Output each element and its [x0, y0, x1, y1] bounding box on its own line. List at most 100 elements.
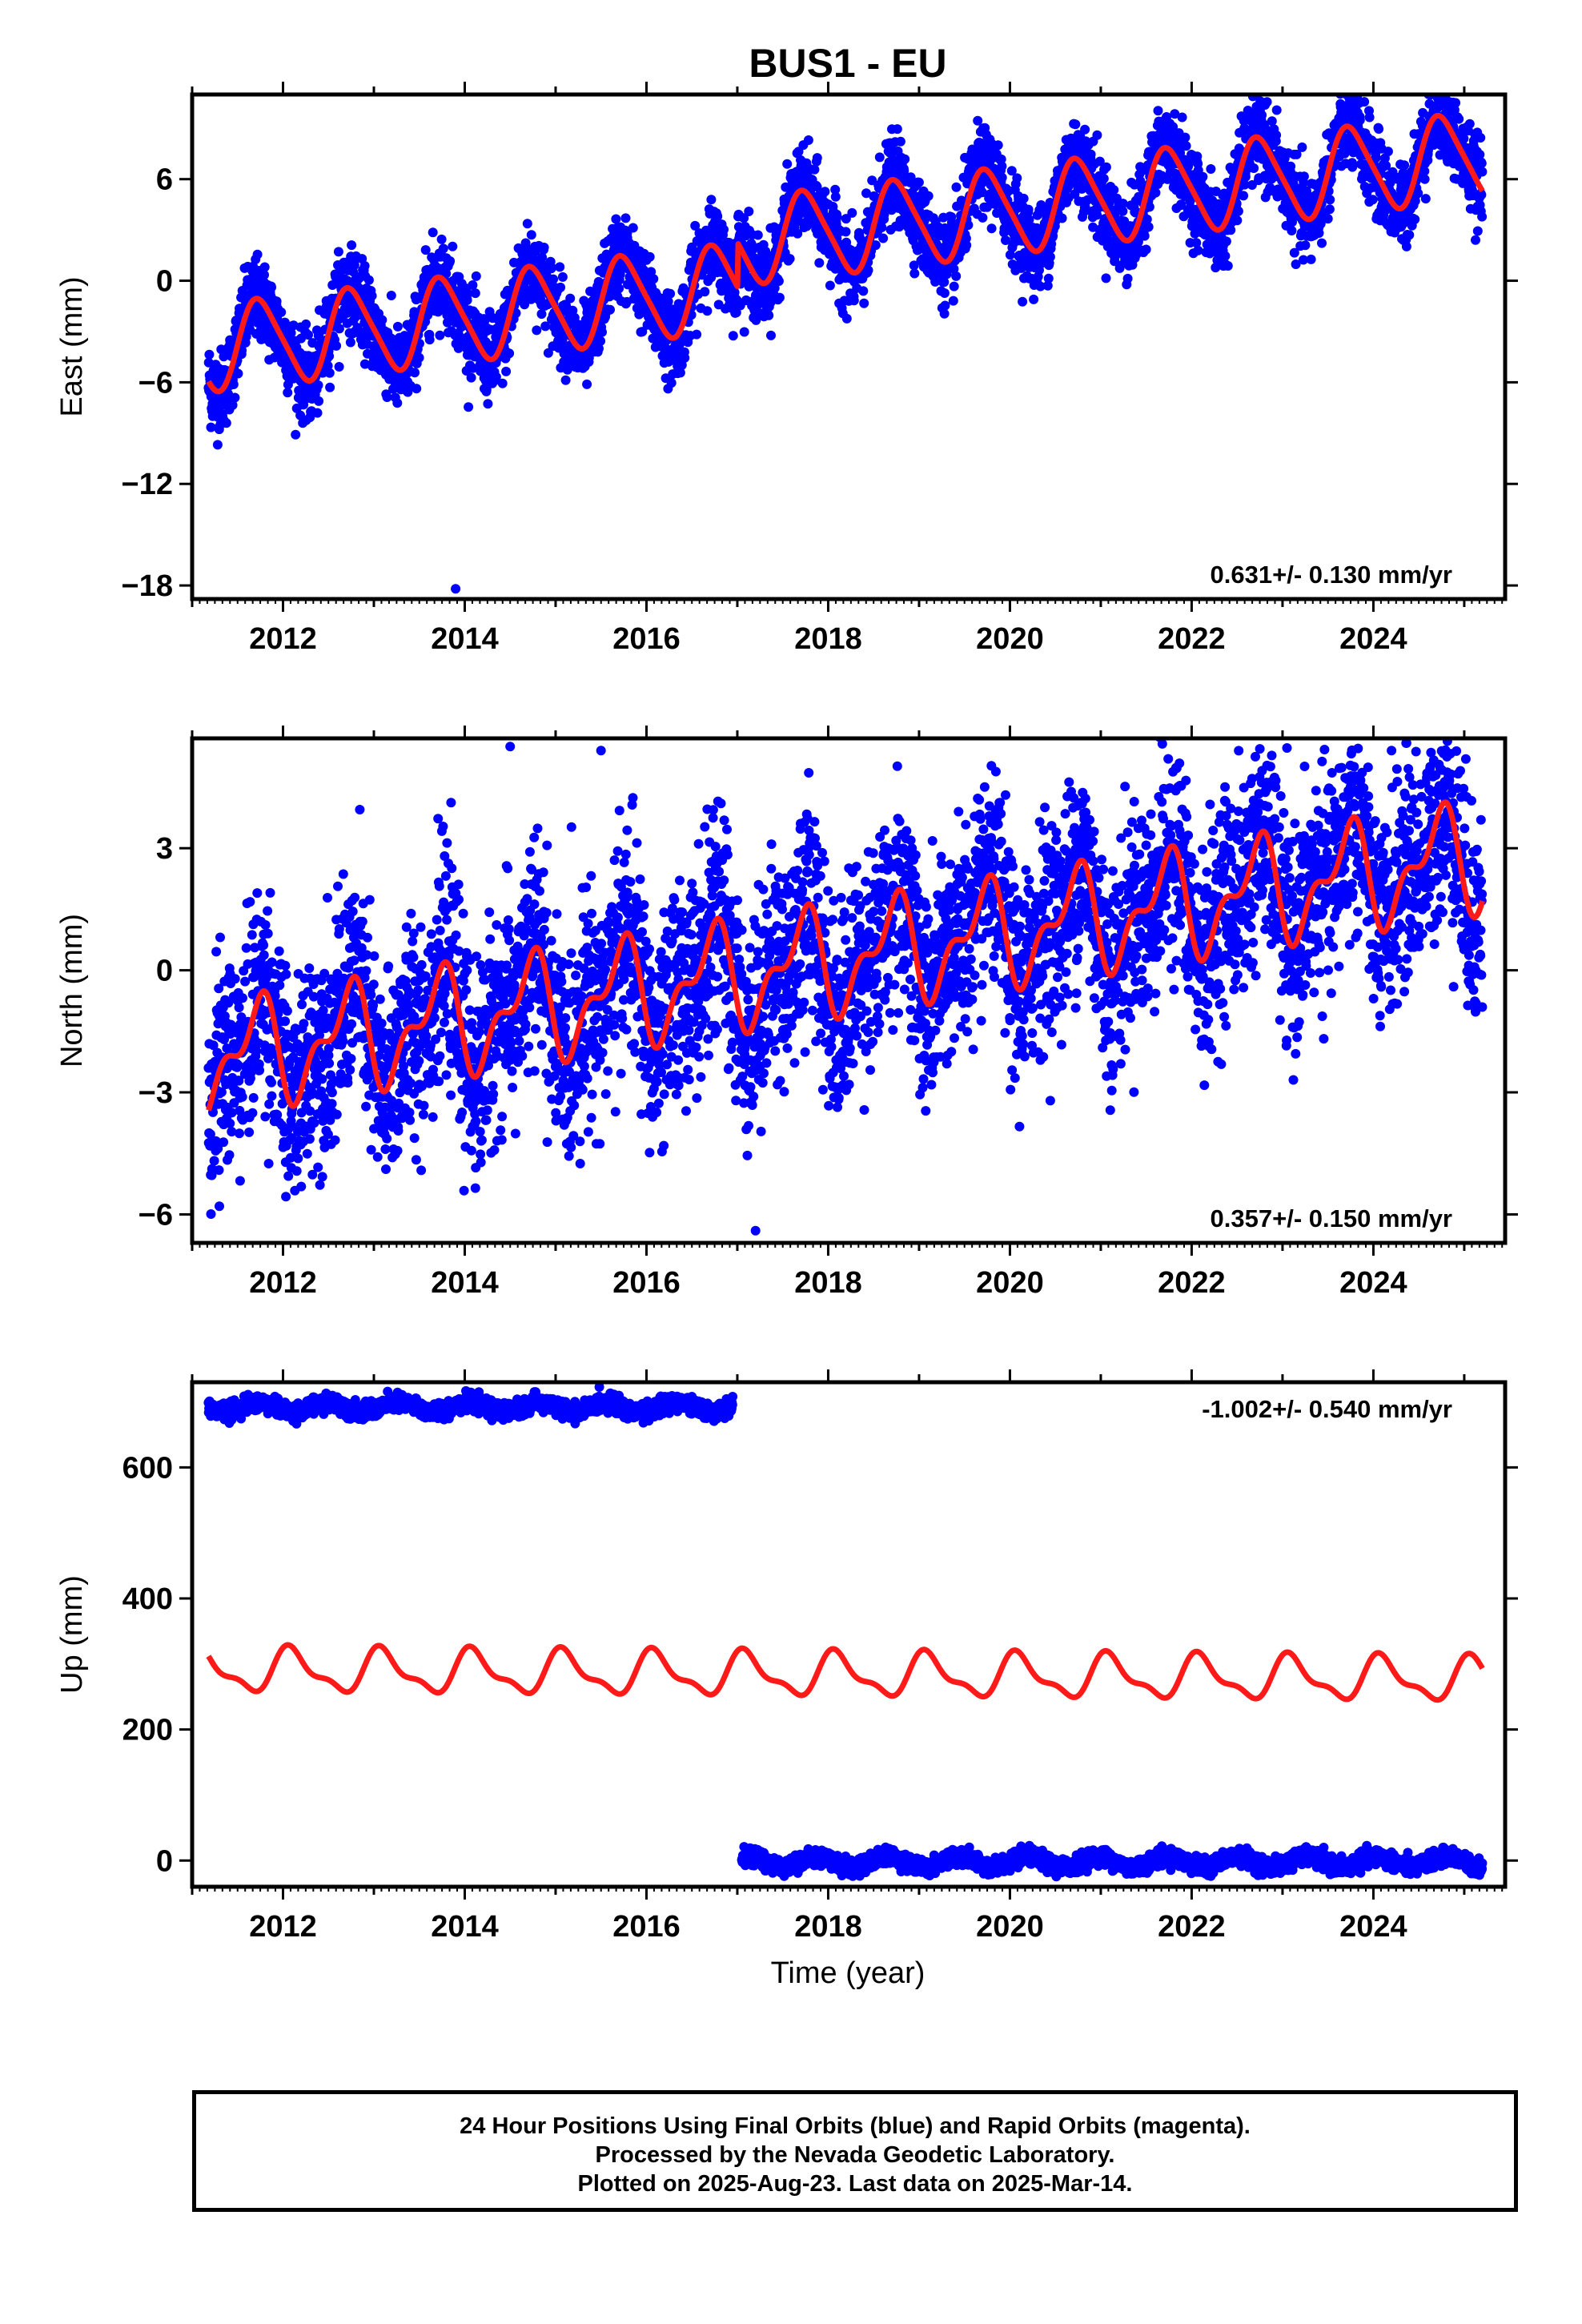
data-point	[1271, 130, 1282, 140]
data-point	[463, 288, 473, 299]
data-point	[1410, 214, 1420, 224]
data-point	[1324, 204, 1335, 215]
data-point	[1141, 244, 1151, 255]
data-point	[453, 343, 464, 353]
data-point	[221, 418, 231, 428]
data-point	[438, 243, 448, 254]
data-point	[793, 228, 803, 239]
data-point	[565, 293, 576, 304]
data-point	[325, 382, 335, 392]
data-point	[414, 352, 424, 363]
data-point	[233, 368, 243, 379]
data-point	[504, 348, 515, 359]
data-point	[1317, 238, 1327, 248]
data-point	[1101, 273, 1111, 283]
data-point	[913, 177, 924, 187]
data-point	[753, 230, 763, 240]
data-point	[1018, 296, 1028, 307]
data-point	[543, 348, 553, 358]
data-point	[204, 349, 215, 360]
data-point	[314, 396, 324, 406]
data-point	[1109, 185, 1119, 195]
data-point	[997, 161, 1007, 171]
data-point	[895, 136, 905, 147]
data-point	[594, 344, 604, 354]
data-point	[909, 268, 920, 279]
data-point	[313, 380, 323, 390]
data-point	[923, 191, 934, 201]
data-point	[744, 207, 754, 216]
data-point	[814, 258, 825, 268]
data-point	[584, 352, 594, 363]
data-point	[1232, 215, 1243, 226]
data-point	[858, 286, 869, 296]
data-point	[803, 135, 813, 145]
data-point	[1325, 195, 1335, 205]
data-point	[367, 291, 377, 301]
data-point	[859, 298, 869, 308]
data-point	[1023, 204, 1034, 215]
data-point	[677, 360, 687, 370]
data-point	[448, 241, 458, 251]
data-point	[663, 296, 673, 307]
data-point	[1018, 193, 1029, 203]
data-point	[1297, 142, 1307, 152]
data-point	[940, 300, 950, 311]
data-point	[1433, 58, 1443, 68]
data-point	[939, 288, 950, 298]
data-point	[949, 281, 959, 292]
data-point	[435, 330, 445, 340]
data-point	[323, 360, 333, 371]
data-point	[536, 309, 547, 320]
data-point	[830, 191, 841, 202]
data-point	[951, 182, 962, 192]
data-point	[644, 251, 655, 262]
data-point	[1367, 195, 1378, 205]
data-point	[939, 308, 950, 319]
data-point	[702, 306, 713, 316]
data-point	[324, 351, 335, 361]
data-point	[556, 282, 566, 292]
data-point	[1383, 147, 1393, 157]
data-point	[1177, 112, 1187, 123]
data-point	[812, 153, 822, 163]
data-point	[675, 368, 685, 378]
chart-title: BUS1 - EU	[749, 41, 946, 86]
data-point	[363, 275, 374, 285]
data-point	[774, 292, 785, 303]
data-point	[466, 372, 476, 383]
data-point	[1139, 231, 1150, 241]
data-point	[1439, 70, 1448, 80]
data-point	[1118, 199, 1128, 209]
data-point	[1306, 254, 1316, 264]
data-point	[1220, 251, 1231, 261]
data-point	[986, 223, 997, 234]
data-point	[547, 263, 557, 273]
data-point	[1143, 222, 1154, 232]
data-point	[692, 329, 702, 340]
data-point	[1359, 97, 1370, 107]
data-point	[312, 408, 323, 418]
data-point	[555, 262, 565, 272]
data-point	[863, 265, 873, 275]
data-point	[1355, 115, 1365, 125]
data-point	[713, 211, 723, 222]
data-point	[1101, 162, 1111, 172]
data-point	[271, 296, 282, 307]
panels: 2012 2014 2016 2018 2020 2022 2024−18−12−606Ea…	[55, 58, 1518, 1944]
data-point	[666, 378, 677, 388]
data-point	[962, 240, 972, 251]
data-point	[377, 315, 387, 325]
data-point	[359, 261, 370, 271]
data-point	[597, 327, 607, 337]
data-point	[334, 362, 344, 372]
data-point	[1122, 273, 1133, 283]
data-point	[751, 290, 761, 300]
data-point	[259, 270, 269, 280]
data-point	[526, 230, 536, 240]
data-point	[634, 309, 644, 320]
data-point	[259, 262, 270, 272]
data-point	[1287, 226, 1297, 235]
data-point	[1347, 162, 1358, 172]
